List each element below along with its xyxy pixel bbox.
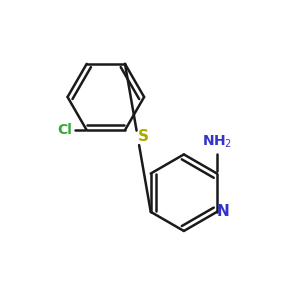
Text: S: S [138,129,148,144]
Text: NH$_2$: NH$_2$ [202,134,232,150]
Text: Cl: Cl [57,123,72,137]
Text: N: N [217,204,230,219]
